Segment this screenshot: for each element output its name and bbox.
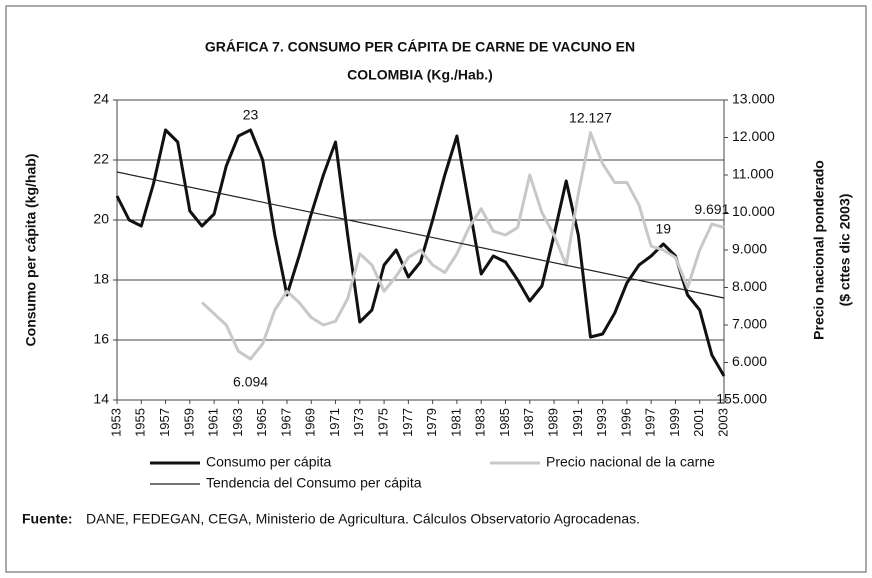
- legend-label: Precio nacional de la carne: [546, 454, 715, 470]
- series-line: [200, 131, 725, 361]
- data-label: 9.691: [694, 201, 729, 217]
- y2-axis-label: ($ cttes dic 2003): [837, 194, 853, 307]
- x-tick-label: 1969: [303, 408, 318, 437]
- y2-tick-label: 5.000: [732, 391, 767, 407]
- x-tick-label: 1981: [448, 408, 463, 437]
- y2-tick-label: 8.000: [732, 278, 767, 294]
- y2-axis-label: Precio nacional ponderado: [811, 160, 827, 340]
- source-label: Fuente:: [22, 511, 73, 527]
- source: DANE, FEDEGAN, CEGA, Ministerio de Agric…: [86, 511, 640, 527]
- y-axis-label: Consumo per cápita (kg/hab): [23, 154, 39, 347]
- y-tick-label: 24: [93, 91, 109, 107]
- x-tick-label: 1957: [157, 408, 172, 437]
- y2-tick-label: 9.000: [732, 241, 767, 257]
- y2-tick-label: 7.000: [732, 316, 767, 332]
- x-tick-label: 1953: [108, 408, 123, 437]
- x-tick-label: 1983: [473, 408, 488, 437]
- y2-tick-label: 13.000: [732, 91, 775, 107]
- y-tick-label: 14: [93, 391, 109, 407]
- y2-tick-label: 12.000: [732, 128, 775, 144]
- x-tick-label: 1961: [206, 408, 221, 437]
- x-tick-label: 1959: [181, 408, 196, 437]
- x-tick-label: 1987: [521, 408, 536, 437]
- x-tick-label: 1973: [351, 408, 366, 437]
- series-line: [115, 128, 726, 377]
- x-tick-label: 1999: [667, 408, 682, 437]
- x-tick-label: 1985: [497, 408, 512, 437]
- x-tick-label: 2001: [691, 408, 706, 437]
- y-tick-label: 18: [93, 271, 109, 287]
- x-tick-label: 1967: [278, 408, 293, 437]
- legend-label: Consumo per cápita: [206, 454, 332, 470]
- y2-tick-label: 11.000: [732, 166, 774, 182]
- x-tick-label: 1975: [376, 408, 391, 437]
- x-tick-label: 1993: [594, 408, 609, 437]
- chart-title: COLOMBIA (Kg./Hab.): [347, 67, 493, 83]
- x-tick-label: 1977: [400, 408, 415, 437]
- x-tick-label: 1989: [545, 408, 560, 437]
- y2-tick-label: 10.000: [732, 203, 775, 219]
- y-tick-label: 20: [93, 211, 109, 227]
- x-tick-label: 1965: [254, 408, 269, 437]
- x-tick-label: 1955: [133, 408, 148, 437]
- x-tick-label: 1997: [643, 408, 658, 437]
- data-label: 19: [656, 221, 672, 237]
- series-line: [116, 171, 725, 299]
- chart-title: GRÁFICA 7. CONSUMO PER CÁPITA DE CARNE D…: [205, 39, 635, 55]
- x-tick-label: 1963: [230, 408, 245, 437]
- data-label: 6.094: [233, 374, 268, 390]
- x-tick-label: 1979: [424, 408, 439, 437]
- y2-tick-label: 6.000: [732, 353, 767, 369]
- x-tick-label: 1991: [570, 408, 585, 437]
- y-tick-label: 22: [93, 151, 109, 167]
- data-label: 23: [243, 107, 259, 123]
- y-tick-label: 16: [93, 331, 109, 347]
- data-label: 15: [716, 391, 732, 407]
- x-tick-label: 1996: [618, 408, 633, 437]
- x-tick-label: 2003: [715, 408, 730, 437]
- legend-label: Tendencia del Consumo per cápita: [206, 475, 422, 491]
- data-label: 12.127: [569, 109, 612, 125]
- x-tick-label: 1971: [327, 408, 342, 437]
